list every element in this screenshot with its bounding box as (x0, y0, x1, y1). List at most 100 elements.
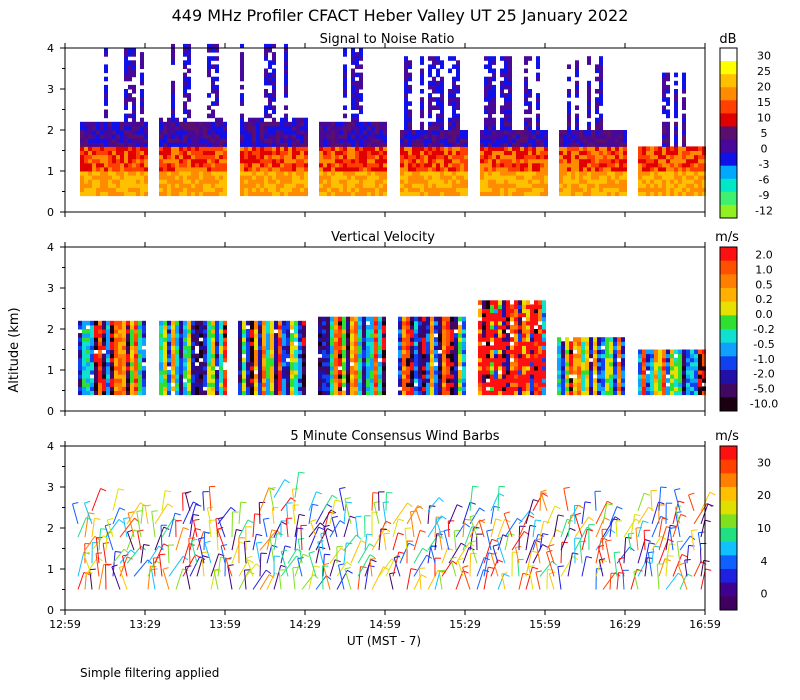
snr-cell (219, 138, 223, 143)
snr-cell (207, 48, 211, 53)
vv-cell (374, 337, 378, 342)
snr-cell (371, 179, 375, 184)
vv-cell (163, 353, 167, 359)
snr-cell (524, 142, 528, 147)
snr-cell (536, 191, 540, 197)
vv-cell (462, 345, 466, 350)
snr-cell (268, 179, 272, 184)
vv-cell (426, 374, 430, 379)
snr-cell (587, 183, 591, 188)
vv-cell (278, 324, 282, 330)
vv-cell (490, 300, 494, 305)
snr-cell (371, 162, 375, 168)
snr-cell (420, 130, 424, 135)
vv-cell (183, 345, 187, 350)
snr-cell (488, 84, 492, 90)
vv-cell (215, 361, 219, 367)
snr-cell (219, 158, 223, 164)
vv-cell (126, 341, 130, 346)
snr-cell (432, 64, 436, 69)
snr-cell (563, 158, 567, 164)
vv-cell (482, 337, 486, 342)
snr-cell (662, 191, 666, 197)
snr-cell (559, 162, 563, 168)
snr-cell (563, 187, 567, 192)
snr-cell (678, 183, 682, 188)
snr-cell (520, 158, 524, 164)
vv-cell (282, 386, 286, 391)
snr-cell (359, 97, 363, 102)
snr-cell (662, 154, 666, 160)
vv-cell (102, 353, 106, 359)
vv-cell (114, 357, 118, 363)
vv-cell (410, 316, 414, 322)
vv-cell (114, 365, 118, 371)
snr-cell (615, 142, 619, 147)
snr-cell (276, 130, 280, 135)
vv-cell (370, 320, 374, 326)
snr-cell (331, 121, 335, 127)
snr-cell (276, 179, 280, 184)
vv-cell (122, 357, 126, 363)
vv-cell (298, 329, 302, 334)
vv-cell (338, 349, 342, 355)
snr-cell (404, 113, 408, 119)
vv-cell (518, 329, 522, 334)
snr-cell (167, 175, 171, 180)
vv-cell (191, 382, 195, 387)
snr-cell (464, 166, 468, 172)
vv-cell (322, 324, 326, 330)
vv-cell (478, 370, 482, 375)
snr-cell (524, 179, 528, 184)
snr-cell (183, 130, 187, 135)
vv-cell (78, 374, 82, 379)
snr-cell (404, 80, 408, 86)
vv-cell (565, 361, 569, 367)
vv-cell (183, 349, 187, 355)
vv-cell (274, 365, 278, 371)
vv-cell (482, 312, 486, 318)
vv-cell (179, 329, 183, 334)
snr-cell (203, 187, 207, 192)
vv-cell (422, 390, 426, 396)
snr-cell (264, 154, 268, 160)
vv-cell (430, 333, 434, 338)
snr-cell (199, 121, 203, 127)
snr-cell (272, 97, 276, 102)
vv-cell (326, 386, 330, 391)
snr-cell (480, 154, 484, 160)
snr-cell (674, 113, 678, 119)
vv-cell (462, 357, 466, 363)
snr-cell (104, 125, 108, 131)
snr-cell (199, 175, 203, 180)
snr-cell (559, 154, 563, 160)
snr-cell (460, 138, 464, 143)
snr-cell (175, 158, 179, 164)
vv-cell (418, 361, 422, 367)
snr-cell (136, 158, 140, 164)
snr-cell (211, 113, 215, 119)
snr-cell (595, 183, 599, 188)
snr-cell (207, 93, 211, 98)
vv-cell (195, 353, 199, 359)
vv-cell (114, 378, 118, 383)
snr-cell (702, 146, 706, 151)
snr-cell (595, 134, 599, 139)
vv-cell (187, 349, 191, 355)
snr-cell (504, 80, 508, 86)
snr-cell (240, 183, 244, 188)
vv-cell (250, 353, 254, 359)
snr-cell (339, 142, 343, 147)
snr-cell (300, 150, 304, 156)
snr-cell (292, 121, 296, 127)
snr-cell (339, 121, 343, 127)
snr-cell (136, 154, 140, 160)
snr-cell (132, 105, 136, 110)
vv-cell (207, 386, 211, 391)
snr-cell (124, 105, 128, 110)
snr-cell (108, 138, 112, 143)
vv-cell (298, 378, 302, 383)
snr-cell (567, 93, 571, 98)
vv-cell (342, 370, 346, 375)
vv-cell (254, 353, 258, 359)
